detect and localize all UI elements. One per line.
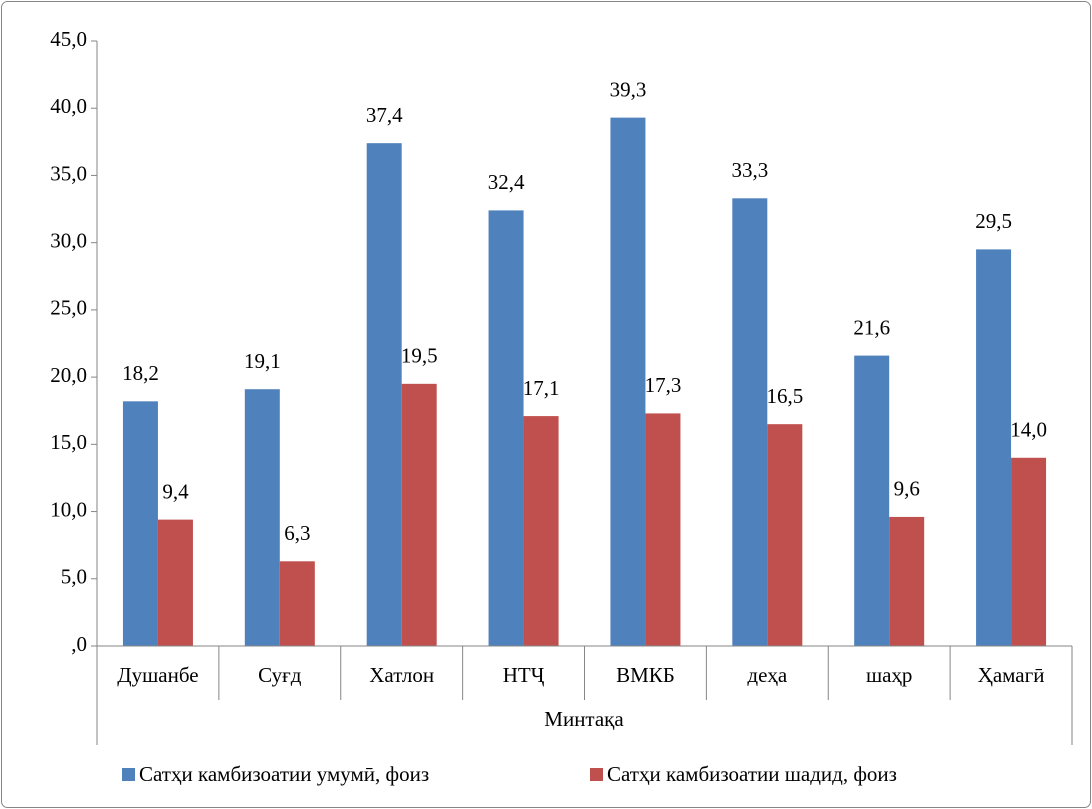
value-label: 9,4 bbox=[162, 479, 189, 503]
bar bbox=[1011, 457, 1047, 646]
bar bbox=[523, 416, 559, 646]
y-tick-label: 15,0 bbox=[50, 430, 87, 454]
value-label: 21,6 bbox=[853, 315, 890, 339]
bar bbox=[157, 519, 193, 646]
x-tick-label: ВМКБ bbox=[616, 663, 675, 687]
x-axis-label: Минтақа bbox=[544, 707, 624, 731]
value-label: 29,5 bbox=[975, 209, 1012, 233]
y-tick-label: ,0 bbox=[71, 632, 87, 656]
value-label: 33,3 bbox=[731, 158, 768, 182]
bar bbox=[122, 401, 158, 646]
y-tick-label: 5,0 bbox=[61, 565, 87, 589]
bar bbox=[401, 383, 437, 646]
y-tick-label: 45,0 bbox=[50, 27, 87, 51]
bar bbox=[767, 424, 803, 646]
y-tick-label: 30,0 bbox=[50, 228, 87, 252]
bar bbox=[488, 210, 524, 646]
value-label: 37,4 bbox=[366, 103, 403, 127]
bar bbox=[244, 389, 280, 646]
legend-label: Сатҳи камбизоатии шадид, фоиз bbox=[607, 762, 897, 786]
bar bbox=[645, 413, 681, 646]
value-label: 32,4 bbox=[488, 170, 525, 194]
legend-label: Сатҳи камбизоатии умумӣ, фоиз bbox=[139, 762, 429, 786]
value-label: 14,0 bbox=[1010, 418, 1047, 442]
value-label: 19,1 bbox=[244, 349, 281, 373]
value-label: 18,2 bbox=[122, 361, 159, 385]
bar bbox=[610, 117, 646, 647]
value-label: 17,1 bbox=[523, 376, 560, 400]
x-tick-label: Хатлон bbox=[369, 663, 434, 687]
bar bbox=[976, 249, 1012, 646]
x-tick-label: Суғд bbox=[258, 663, 302, 687]
value-label: 6,3 bbox=[284, 521, 310, 545]
bar bbox=[279, 561, 315, 646]
bar bbox=[366, 143, 402, 646]
y-tick-label: 40,0 bbox=[50, 94, 87, 118]
value-label: 39,3 bbox=[610, 77, 647, 101]
legend-swatch bbox=[590, 768, 603, 781]
y-tick-label: 10,0 bbox=[50, 497, 87, 521]
x-tick-label: шаҳр bbox=[866, 663, 913, 687]
value-label: 17,3 bbox=[645, 373, 682, 397]
x-tick-label: Ҳамагӣ bbox=[978, 663, 1045, 687]
y-tick-label: 20,0 bbox=[50, 363, 87, 387]
bar bbox=[889, 516, 925, 646]
y-tick-label: 25,0 bbox=[50, 296, 87, 320]
bar bbox=[854, 355, 890, 646]
legend-swatch bbox=[122, 768, 135, 781]
value-label: 19,5 bbox=[401, 344, 438, 368]
value-label: 9,6 bbox=[894, 477, 920, 501]
x-tick-label: деҳа bbox=[747, 663, 788, 687]
y-tick-label: 35,0 bbox=[50, 161, 87, 185]
x-tick-label: НТҶ bbox=[503, 663, 545, 687]
bar bbox=[732, 198, 768, 647]
x-tick-label: Душанбе bbox=[117, 663, 198, 687]
value-label: 16,5 bbox=[766, 384, 803, 408]
